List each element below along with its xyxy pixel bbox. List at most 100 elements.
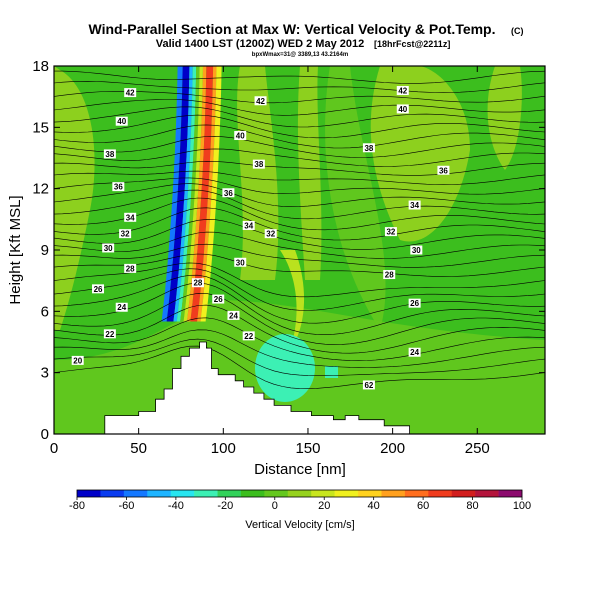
plume-band xyxy=(176,66,197,322)
theta-contour xyxy=(54,207,545,241)
theta-contour xyxy=(54,160,545,176)
contour-label-box xyxy=(119,229,132,239)
theta-contours xyxy=(54,70,545,390)
contour-label: 22 xyxy=(244,332,253,341)
field-region xyxy=(297,66,322,280)
contour-label-box xyxy=(234,257,247,267)
theta-contour xyxy=(54,219,545,250)
contour-label: 38 xyxy=(364,144,373,153)
x-tick-label: 250 xyxy=(465,440,490,457)
contour-label: 28 xyxy=(126,264,135,273)
contour-label: 26 xyxy=(94,285,103,294)
contour-label: 42 xyxy=(256,97,265,106)
terrain-layer xyxy=(54,341,545,434)
contour-label-box xyxy=(222,188,235,198)
velocity-field xyxy=(54,66,545,434)
contour-label-box xyxy=(384,227,397,237)
theta-contour xyxy=(54,170,545,185)
colorbar-tick-label: 40 xyxy=(368,500,380,512)
contour-label-box xyxy=(242,331,255,341)
y-tick-label: 6 xyxy=(41,303,49,320)
contour-label-box xyxy=(408,200,421,210)
chart-subtitle: Valid 1400 LST (1200Z) WED 2 May 2012 xyxy=(156,38,364,50)
colorbar-swatch xyxy=(428,490,453,497)
colorbar-swatch xyxy=(287,490,312,497)
x-tick-label: 50 xyxy=(130,440,147,457)
chart-title: Wind-Parallel Section at Max W: Vertical… xyxy=(88,21,495,37)
plume-band xyxy=(173,66,193,322)
colorbar-swatch xyxy=(381,490,406,497)
plume-band xyxy=(197,66,217,322)
y-tick-label: 0 xyxy=(41,426,49,443)
plume-band xyxy=(161,66,183,322)
contour-label-box xyxy=(408,347,421,357)
terrain-profile xyxy=(54,341,545,434)
chart-title-unit: (C) xyxy=(511,26,524,36)
colorbar-frame xyxy=(76,489,523,498)
colorbar-swatch xyxy=(77,490,101,497)
plume-band xyxy=(190,66,214,322)
field-region xyxy=(370,66,470,242)
plot-area: 42 40 38 36 34 32 30 28 26 24 22 20 42 40 38 36 34 32 30 28… xyxy=(54,66,545,434)
theta-contour xyxy=(54,80,545,93)
contour-label-box xyxy=(212,294,225,304)
colorbar-swatch xyxy=(311,490,335,497)
colorbar-swatch xyxy=(240,490,265,497)
contour-label: 38 xyxy=(105,150,114,159)
colorbar-swatch xyxy=(404,490,429,497)
downdraft-region xyxy=(255,334,315,402)
contour-label-box xyxy=(383,270,396,280)
theta-contour xyxy=(54,124,545,149)
x-tick-label: 0 xyxy=(50,440,58,457)
colorbar-tick-label: 80 xyxy=(466,500,478,512)
contour-label: 62 xyxy=(364,381,373,390)
contour-label: 32 xyxy=(121,230,130,239)
theta-contour xyxy=(54,189,545,220)
contour-label-box xyxy=(103,329,116,339)
contour-label-box xyxy=(362,380,375,390)
field-region xyxy=(280,250,305,350)
colorbar: -80 -60 -40 -20 0 20 40 60 80 100 xyxy=(69,489,531,512)
y-tick-label: 3 xyxy=(41,365,49,382)
contour-label-box xyxy=(396,86,409,96)
theta-contour xyxy=(54,338,545,377)
contour-label: 28 xyxy=(385,271,394,280)
theta-contour xyxy=(54,317,545,362)
colorbar-tick-label: 60 xyxy=(417,500,429,512)
contour-label-box xyxy=(242,220,255,230)
colorbar-swatch xyxy=(194,490,218,497)
y-tick-label: 18 xyxy=(32,58,49,75)
contour-label-box xyxy=(362,143,375,153)
contour-label: 32 xyxy=(266,230,275,239)
contour-label-box xyxy=(252,159,265,169)
contour-label: 36 xyxy=(439,166,448,175)
theta-contour xyxy=(54,106,545,128)
theta-contour xyxy=(54,268,545,311)
colorbar-swatch xyxy=(217,490,242,497)
contour-label: 24 xyxy=(229,311,238,320)
theta-contour xyxy=(54,177,545,195)
colorbar-swatch xyxy=(100,490,125,497)
theta-contour xyxy=(54,282,545,336)
colorbar-label: Vertical Velocity [cm/s] xyxy=(245,519,354,531)
colorbar-swatch xyxy=(451,490,476,497)
downdraft-cell xyxy=(325,366,338,378)
theta-contour xyxy=(54,304,545,354)
theta-contour xyxy=(54,292,545,345)
x-axis-label: Distance [nm] xyxy=(254,461,346,478)
colorbar-swatch xyxy=(334,490,359,497)
contour-label-box xyxy=(227,310,240,320)
colorbar-swatch xyxy=(358,490,382,497)
contour-label-box xyxy=(234,131,247,141)
plume-band xyxy=(200,66,222,322)
theta-contour xyxy=(54,135,545,158)
theta-contour xyxy=(54,243,545,268)
x-tick-label: 200 xyxy=(380,440,405,457)
contour-label: 36 xyxy=(114,183,123,192)
colorbar-tick-label: -60 xyxy=(118,500,134,512)
contour-label: 40 xyxy=(236,132,245,141)
contour-label: 34 xyxy=(244,221,253,230)
x-tick-label: 150 xyxy=(295,440,320,457)
colorbar-tick-label: 100 xyxy=(513,500,531,512)
